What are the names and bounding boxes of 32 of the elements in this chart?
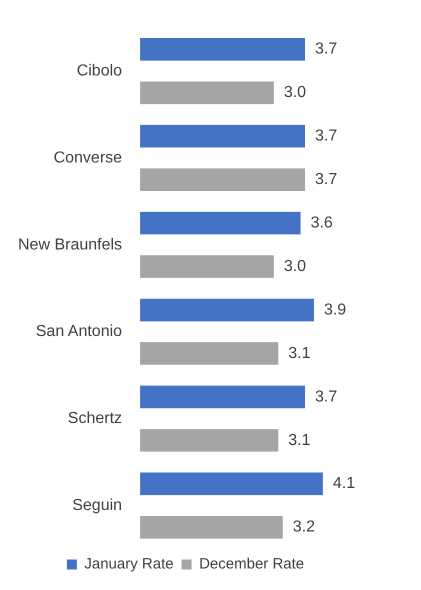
bar <box>140 516 283 539</box>
y-tick-label: New Braunfels <box>18 236 122 254</box>
data-label: 3.7 <box>315 171 338 188</box>
data-label: 3.1 <box>288 432 311 449</box>
bar <box>140 124 306 148</box>
bar <box>140 472 323 496</box>
y-tick-label: Converse <box>54 149 122 166</box>
data-label: 3.0 <box>284 258 306 275</box>
data-label: 3.9 <box>324 301 346 318</box>
data-label: 3.2 <box>292 518 316 536</box>
data-label: 4.1 <box>332 475 356 492</box>
data-label: 3.7 <box>315 388 338 406</box>
data-label: 3.7 <box>315 40 338 58</box>
data-label: 3.1 <box>288 344 311 362</box>
y-tick-label: Seguin <box>72 496 122 514</box>
y-tick-label: Schertz <box>68 410 122 428</box>
bar <box>140 429 278 452</box>
bar <box>140 212 301 234</box>
data-label: 3.7 <box>315 128 338 145</box>
y-tick-label: San Antonio <box>36 323 122 340</box>
legend-label: January Rate <box>84 556 174 573</box>
bar <box>140 38 306 61</box>
legend-label: December Rate <box>199 556 304 573</box>
bar <box>140 342 278 365</box>
bar <box>140 255 274 278</box>
bar <box>140 298 314 322</box>
bar <box>140 386 306 408</box>
y-tick-label: Cibolo <box>76 62 122 80</box>
bar <box>140 81 274 104</box>
data-label: 3.6 <box>310 214 333 232</box>
data-label: 3.0 <box>284 84 306 102</box>
bar <box>140 168 306 191</box>
